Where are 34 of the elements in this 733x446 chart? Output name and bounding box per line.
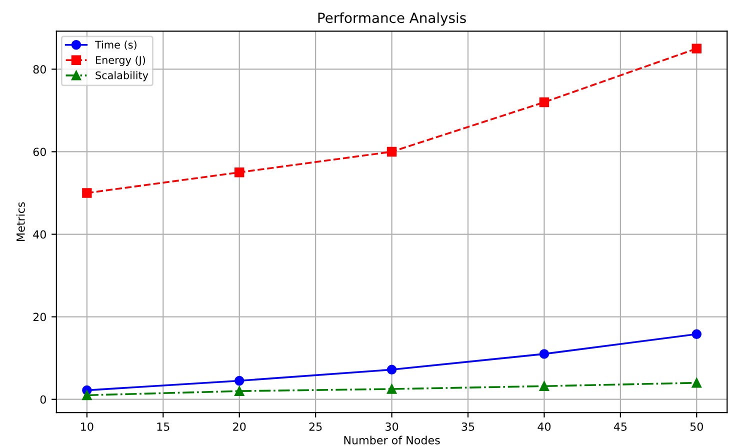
point bbox=[692, 44, 702, 54]
point bbox=[386, 384, 397, 394]
point bbox=[234, 386, 244, 396]
point bbox=[539, 97, 550, 108]
y-tick-label: 80 bbox=[33, 65, 46, 74]
legend-label: Energy (J) bbox=[96, 56, 146, 66]
x-tick-label: 40 bbox=[538, 422, 551, 431]
point bbox=[386, 364, 397, 374]
x-tick-label: 15 bbox=[157, 422, 170, 431]
x-axis-title: Number of Nodes bbox=[344, 436, 440, 444]
point bbox=[234, 376, 244, 386]
point bbox=[539, 349, 550, 359]
x-tick-label: 45 bbox=[614, 422, 627, 431]
y-axis-title: Metrics bbox=[16, 202, 25, 241]
x-tick-label: 35 bbox=[462, 422, 474, 431]
legend-label: Scalability bbox=[96, 71, 148, 82]
y-tick-label: 60 bbox=[33, 148, 46, 156]
y-tick-label: 0 bbox=[40, 395, 46, 404]
x-tick-label: 50 bbox=[690, 422, 703, 431]
point bbox=[692, 378, 702, 388]
y-tick-label: 40 bbox=[33, 230, 46, 239]
point bbox=[386, 146, 397, 157]
x-tick-label: 30 bbox=[386, 422, 398, 431]
point bbox=[234, 168, 244, 178]
point bbox=[82, 188, 92, 198]
point bbox=[692, 329, 702, 339]
point bbox=[539, 381, 550, 391]
legend-label: Time (s) bbox=[94, 40, 136, 50]
x-tick-label: 25 bbox=[309, 422, 322, 431]
chart-title: Performance Analysis bbox=[318, 12, 466, 26]
y-tick-label: 20 bbox=[33, 312, 46, 322]
x-tick-label: 10 bbox=[81, 422, 94, 431]
x-tick-label: 20 bbox=[233, 422, 246, 431]
point bbox=[82, 390, 92, 400]
